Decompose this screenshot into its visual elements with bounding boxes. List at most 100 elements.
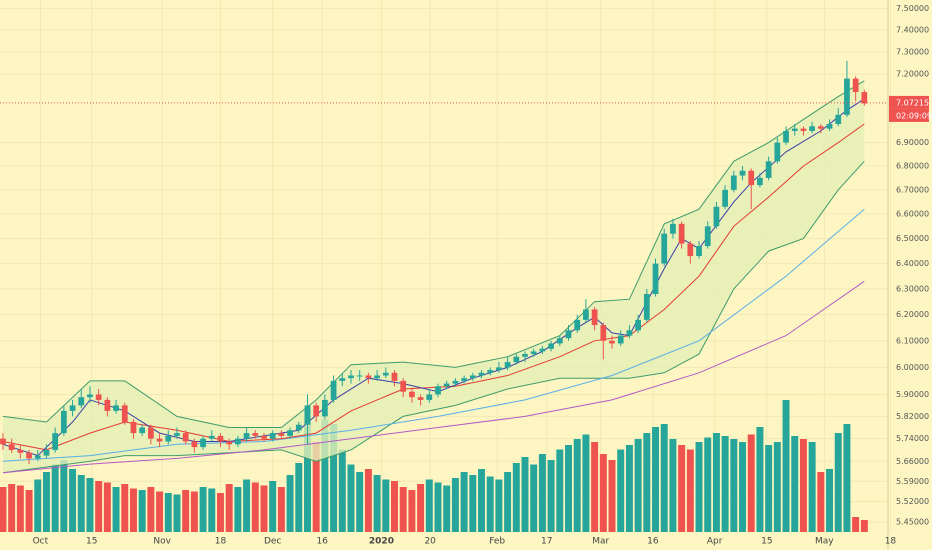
candle-body bbox=[174, 433, 180, 436]
candle-body bbox=[783, 130, 789, 143]
candle-body bbox=[809, 126, 816, 131]
volume-bar bbox=[712, 433, 720, 532]
volume-bar bbox=[25, 490, 33, 532]
volume-bar bbox=[625, 445, 633, 532]
candle-body bbox=[635, 319, 641, 331]
axes: 7.50000 7.40000 7.30000 7.20000 6.90000 6.800… bbox=[0, 4, 932, 547]
x-tick-label: 15 bbox=[761, 537, 772, 547]
overlay-line bbox=[2, 80, 865, 428]
candle-body bbox=[861, 92, 868, 104]
candle-body bbox=[113, 405, 119, 411]
candle-body bbox=[243, 433, 250, 439]
x-tick-label: 17 bbox=[541, 537, 552, 547]
candle-body bbox=[382, 372, 389, 376]
candle-body bbox=[252, 433, 259, 436]
candle-body bbox=[469, 375, 476, 379]
candle-body bbox=[652, 263, 659, 295]
volume-bar bbox=[364, 469, 372, 532]
y-tick-label: 6.30000 bbox=[896, 284, 929, 293]
y-tick-label: 5.90000 bbox=[896, 390, 929, 399]
candle-body bbox=[165, 435, 172, 442]
candle-body bbox=[748, 170, 755, 186]
volume-bar bbox=[547, 460, 555, 532]
volume-bar bbox=[391, 481, 398, 532]
y-tick-label: 6.80000 bbox=[896, 162, 929, 171]
volume-bar bbox=[269, 481, 277, 532]
volume-bar bbox=[338, 449, 346, 532]
volume-bar bbox=[782, 400, 790, 532]
x-tick-label: 15 bbox=[86, 537, 97, 547]
volume-bar bbox=[538, 454, 546, 532]
volume-bar bbox=[608, 460, 616, 532]
volume-bar bbox=[286, 475, 294, 532]
volume-bar bbox=[773, 442, 781, 532]
candle-body bbox=[826, 124, 833, 129]
x-tick-label: 16 bbox=[317, 537, 329, 547]
candle-body bbox=[774, 142, 781, 162]
volume-bar bbox=[312, 442, 320, 532]
volume-bar bbox=[469, 475, 477, 532]
volume-bar bbox=[504, 472, 512, 532]
candle-body bbox=[52, 433, 59, 450]
candle-body bbox=[765, 161, 772, 178]
candle-body bbox=[304, 405, 311, 425]
candle-body bbox=[313, 405, 320, 417]
candle-body bbox=[348, 375, 354, 379]
candle-body bbox=[435, 386, 441, 395]
volume-bar bbox=[260, 485, 268, 532]
volume-bar bbox=[791, 436, 799, 532]
candle-body bbox=[104, 399, 111, 411]
candle-body bbox=[200, 438, 206, 448]
candle-body bbox=[208, 435, 215, 439]
countdown-tag bbox=[889, 108, 929, 122]
volume-bar bbox=[295, 463, 303, 532]
volume-bar bbox=[756, 427, 764, 532]
y-tick-label: 7.50000 bbox=[896, 4, 929, 13]
candle-body bbox=[704, 226, 711, 247]
candle-body bbox=[339, 378, 346, 381]
volume-bar bbox=[478, 469, 485, 532]
volume-bar bbox=[417, 484, 425, 532]
candle-body bbox=[600, 325, 607, 341]
y-tick-label: 6.90000 bbox=[896, 138, 929, 147]
candle-body bbox=[391, 372, 398, 381]
volume-bar bbox=[321, 419, 329, 532]
volume-bar bbox=[173, 494, 181, 532]
volume-bar bbox=[356, 472, 364, 532]
volume-bar bbox=[652, 427, 659, 532]
volume-bar bbox=[704, 437, 712, 532]
candle-body bbox=[757, 177, 763, 186]
volume-bar bbox=[852, 517, 860, 532]
candle-layer bbox=[0, 60, 868, 465]
volume-bar bbox=[103, 482, 111, 532]
candle-body bbox=[539, 348, 546, 352]
candle-body bbox=[852, 78, 859, 93]
volume-bar bbox=[0, 487, 7, 532]
volume-bar bbox=[42, 472, 50, 532]
volume-bar bbox=[721, 436, 729, 532]
volume-bar bbox=[129, 488, 137, 532]
candle-body bbox=[513, 356, 520, 363]
candle-body bbox=[130, 421, 137, 434]
x-tick-label: 16 bbox=[647, 537, 659, 547]
volume-bar bbox=[399, 487, 407, 532]
y-tick-label: 5.82000 bbox=[896, 412, 929, 421]
volume-bar bbox=[51, 464, 59, 532]
volume-bar bbox=[678, 445, 686, 532]
candle-body bbox=[69, 405, 76, 411]
volume-bar bbox=[530, 464, 538, 532]
x-tick-label: 2020 bbox=[369, 537, 394, 547]
candle-body bbox=[722, 189, 728, 207]
candle-body bbox=[34, 455, 41, 459]
volume-bar bbox=[730, 439, 738, 532]
candle-body bbox=[235, 438, 241, 445]
candle-body bbox=[139, 427, 146, 434]
candle-body bbox=[182, 433, 189, 442]
x-tick-label: Apr bbox=[707, 537, 723, 547]
candle-body bbox=[17, 449, 24, 453]
y-tick-label: 6.50000 bbox=[896, 234, 929, 243]
candle-body bbox=[643, 294, 650, 320]
candle-body bbox=[487, 370, 494, 373]
x-tick-label: May bbox=[815, 537, 834, 547]
